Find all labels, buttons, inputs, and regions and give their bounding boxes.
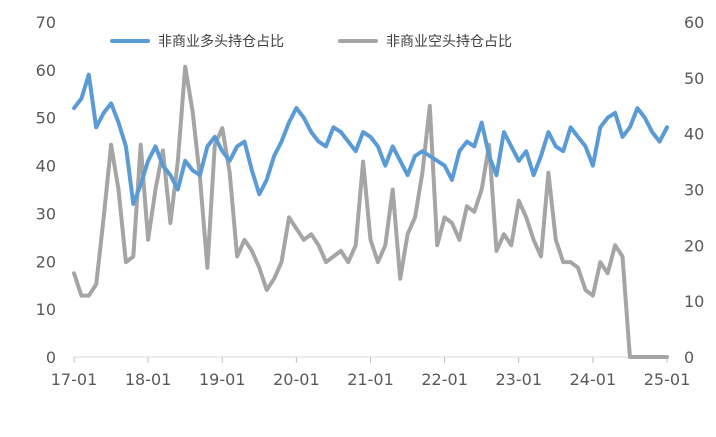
legend: 非商业多头持仓占比 非商业空头持仓占比 [110, 33, 512, 50]
x-tick-label: 18-01 [125, 370, 172, 389]
y-right-tick-label: 20 [684, 236, 704, 255]
x-tick-label: 19-01 [199, 370, 246, 389]
legend-label-0: 非商业多头持仓占比 [158, 33, 284, 50]
x-tick-label: 22-01 [421, 370, 468, 389]
x-tick-label: 24-01 [570, 370, 617, 389]
x-tick-label: 17-01 [51, 370, 98, 389]
legend-label-1: 非商业空头持仓占比 [386, 34, 512, 50]
y-left-tick-label: 70 [36, 13, 56, 32]
y-left-tick-label: 30 [36, 204, 56, 223]
y-left-tick-label: 40 [36, 157, 56, 176]
series-layer [72, 64, 669, 359]
x-tick-label: 21-01 [347, 370, 394, 389]
y-left-tick-label: 60 [36, 61, 56, 80]
y-right-tick-label: 10 [684, 292, 704, 311]
series-line-1 [72, 64, 669, 359]
y-left-tick-label: 0 [46, 348, 56, 367]
y-left-tick-label: 20 [36, 252, 56, 271]
y-right-tick-label: 0 [684, 348, 694, 367]
y-right-tick-label: 60 [684, 13, 704, 32]
series-line-0 [72, 72, 669, 206]
x-tick-label: 20-01 [273, 370, 320, 389]
y-right-tick-label: 30 [684, 181, 704, 200]
y-right-tick-label: 50 [684, 69, 704, 88]
x-tick-label: 23-01 [496, 370, 543, 389]
x-tick-label: 25-01 [644, 370, 691, 389]
y-left-tick-label: 50 [36, 109, 56, 128]
y-left-tick-label: 10 [36, 300, 56, 319]
axes-layer: 17-01 18-01 19-01 20-01 21-01 22-01 23-01 24-01… [36, 13, 705, 389]
y-right-tick-label: 40 [684, 125, 704, 144]
